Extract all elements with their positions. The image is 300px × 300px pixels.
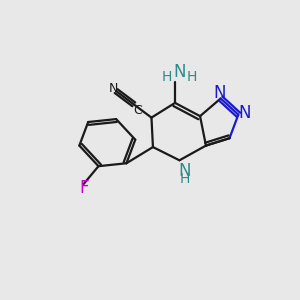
Text: N: N <box>173 63 186 81</box>
Text: N: N <box>109 82 118 95</box>
Text: N: N <box>238 104 250 122</box>
Text: H: H <box>187 70 197 84</box>
Text: N: N <box>178 162 191 180</box>
Text: H: H <box>180 172 190 186</box>
Text: F: F <box>79 179 88 197</box>
Text: C: C <box>133 104 142 117</box>
Text: N: N <box>213 84 225 102</box>
Text: H: H <box>162 70 172 84</box>
